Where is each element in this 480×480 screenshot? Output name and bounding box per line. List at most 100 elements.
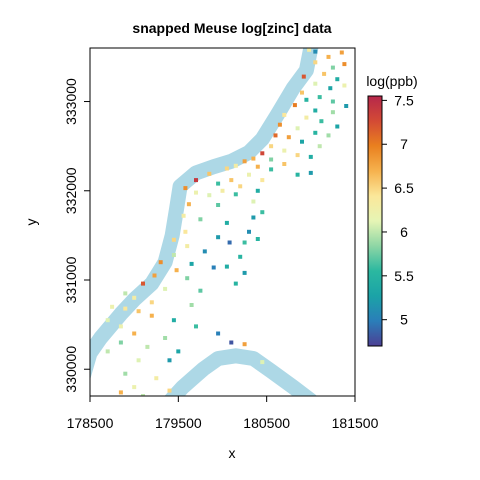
- legend-tick-label: 5: [400, 312, 408, 328]
- data-point: [224, 264, 229, 269]
- data-point: [308, 170, 313, 175]
- data-point: [307, 48, 312, 52]
- data-point: [330, 65, 335, 70]
- data-point: [167, 388, 172, 393]
- data-point: [282, 148, 287, 153]
- data-point: [233, 192, 238, 197]
- data-point: [118, 324, 123, 329]
- data-point: [304, 97, 309, 102]
- data-point: [330, 99, 335, 104]
- data-point: [269, 167, 274, 172]
- y-tick-label: 330000: [63, 346, 79, 393]
- data-point: [344, 104, 349, 108]
- y-tick-label: 333000: [63, 78, 79, 125]
- legend-title: log(ppb): [366, 73, 417, 89]
- data-point: [198, 217, 203, 222]
- data-point: [238, 184, 243, 189]
- data-point: [242, 240, 247, 245]
- data-point: [233, 281, 238, 286]
- data-point: [123, 291, 128, 296]
- data-point: [123, 306, 128, 311]
- data-point: [163, 336, 168, 340]
- data-point: [313, 130, 318, 135]
- x-tick-label: 178500: [67, 415, 114, 431]
- data-point: [229, 340, 234, 345]
- data-point: [149, 313, 154, 318]
- data-point: [242, 159, 247, 164]
- legend-tick-label: 5.5: [394, 268, 414, 284]
- river-upper-bank: [90, 48, 319, 381]
- data-point: [198, 288, 203, 293]
- data-point: [227, 240, 232, 245]
- data-point: [167, 358, 172, 363]
- data-point: [251, 199, 256, 204]
- chart-title: snapped Meuse log[zinc] data: [132, 20, 331, 36]
- data-point: [145, 344, 150, 349]
- river: [90, 48, 319, 396]
- y-tick-label: 332000: [63, 167, 79, 214]
- data-point: [202, 249, 207, 254]
- x-axis: 178500 179500 180500 181500: [67, 396, 379, 431]
- data-point: [136, 358, 141, 363]
- data-point: [269, 144, 274, 149]
- data-point: [171, 237, 176, 242]
- data-point: [313, 60, 318, 65]
- river-lower-loop: [164, 348, 317, 396]
- data-point: [224, 166, 229, 171]
- data-point: [339, 50, 344, 55]
- legend-tick-label: 6: [400, 224, 408, 240]
- data-point: [335, 77, 340, 82]
- data-point: [163, 286, 168, 291]
- data-point: [229, 178, 234, 183]
- x-axis-label: x: [229, 445, 236, 461]
- data-point: [186, 202, 191, 207]
- data-point: [189, 261, 194, 266]
- y-axis: 330000 331000 332000 333000: [63, 78, 90, 393]
- data-point: [207, 193, 212, 198]
- data-point: [255, 164, 260, 169]
- data-point: [301, 74, 306, 79]
- y-tick-label: 331000: [63, 256, 79, 303]
- data-point: [224, 220, 229, 225]
- data-point: [322, 71, 327, 76]
- data-point: [300, 139, 304, 144]
- data-point: [141, 394, 145, 396]
- data-point: [295, 172, 300, 177]
- data-point: [220, 188, 225, 193]
- data-point: [110, 304, 115, 309]
- data-point: [326, 54, 331, 59]
- data-point: [105, 349, 110, 354]
- legend-colorbar: [367, 95, 383, 347]
- data-point: [185, 276, 190, 281]
- data-point: [158, 260, 163, 265]
- data-point: [152, 273, 157, 278]
- data-point: [154, 376, 159, 381]
- legend-tick-label: 7: [400, 136, 408, 152]
- data-point: [251, 156, 256, 161]
- data-point: [342, 62, 347, 67]
- data-point: [216, 203, 221, 207]
- data-point: [277, 122, 282, 127]
- data-point: [308, 154, 313, 159]
- data-point: [260, 151, 265, 156]
- zinc-points: [105, 48, 349, 396]
- data-point: [207, 171, 212, 176]
- data-point: [105, 318, 110, 323]
- data-point: [233, 163, 238, 168]
- data-point: [282, 112, 287, 117]
- data-point: [189, 303, 194, 307]
- y-axis-label: y: [23, 219, 39, 226]
- data-point: [123, 371, 128, 376]
- data-point: [141, 281, 145, 286]
- data-point: [269, 157, 274, 162]
- data-point: [247, 172, 251, 177]
- data-point: [181, 213, 186, 218]
- data-point: [242, 342, 247, 347]
- data-point: [251, 215, 256, 220]
- data-point: [132, 295, 137, 300]
- data-point: [295, 153, 300, 158]
- data-point: [255, 188, 260, 193]
- data-point: [118, 340, 123, 345]
- data-point: [317, 95, 322, 100]
- data-point: [171, 253, 176, 257]
